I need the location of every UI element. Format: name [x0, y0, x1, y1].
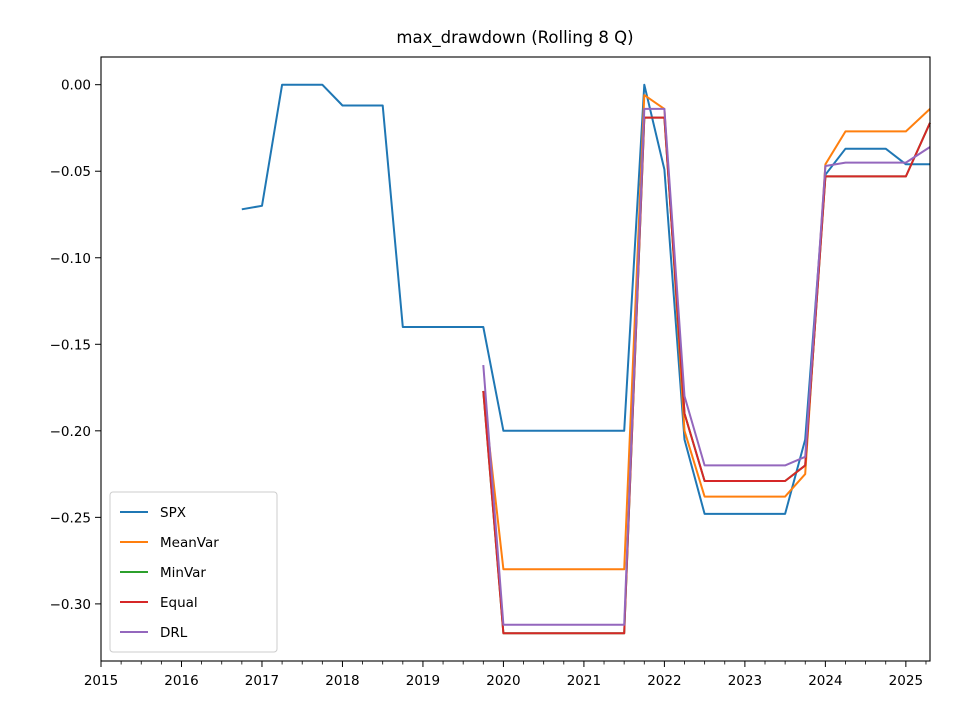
legend-label-minvar: MinVar — [160, 565, 206, 581]
x-tick-label: 2025 — [889, 673, 923, 689]
y-axis: 0.00 −0.05 −0.10 −0.15 −0.20 −0.25 −0.30 — [50, 78, 101, 613]
x-tick-label: 2021 — [567, 673, 601, 689]
series-line-spx — [241, 83, 930, 515]
series-line-equal — [482, 116, 931, 635]
series-layer — [241, 83, 931, 635]
legend-label-drl: DRL — [160, 625, 188, 641]
x-tick-label: 2017 — [245, 673, 279, 689]
plot-frame — [100, 56, 931, 662]
chart-title: max_drawdown (Rolling 8 Q) — [396, 28, 633, 48]
legend-box — [109, 491, 278, 653]
y-tick-label: 0.00 — [61, 78, 91, 94]
x-tick-label: 2024 — [808, 673, 842, 689]
series-line-minvar — [482, 116, 931, 635]
x-tick-label: 2016 — [164, 673, 198, 689]
y-tick-label: −0.05 — [50, 164, 91, 180]
x-tick-label: 2020 — [486, 673, 520, 689]
y-tick-label: −0.15 — [50, 337, 91, 353]
x-tick-label: 2015 — [84, 673, 118, 689]
x-axis: 2015 2016 2017 2018 2019 2020 2021 2022 2023 2024… — [84, 661, 927, 689]
series-line-drl — [482, 107, 931, 626]
y-tick-label: −0.25 — [50, 510, 91, 526]
y-tick-label: −0.30 — [50, 597, 91, 613]
legend: SPX MeanVar MinVar Equal DRL — [109, 491, 278, 653]
legend-label-spx: SPX — [160, 505, 186, 521]
y-tick-label: −0.10 — [50, 251, 91, 267]
x-tick-label: 2019 — [406, 673, 440, 689]
x-tick-label: 2022 — [647, 673, 681, 689]
legend-label-equal: Equal — [160, 595, 198, 611]
series-line-meanvar — [482, 94, 931, 571]
legend-label-meanvar: MeanVar — [160, 535, 219, 551]
x-tick-label: 2018 — [325, 673, 359, 689]
x-tick-label: 2023 — [728, 673, 762, 689]
y-tick-label: −0.20 — [50, 424, 91, 440]
